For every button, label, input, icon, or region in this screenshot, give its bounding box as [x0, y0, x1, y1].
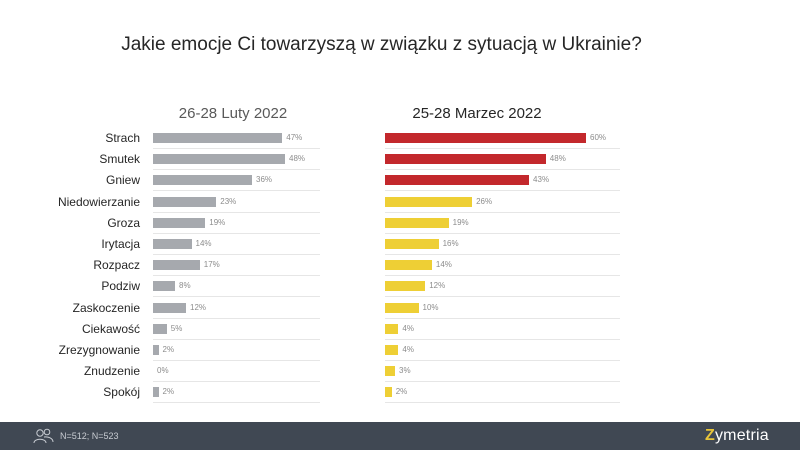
category-label: Ciekawość: [81, 321, 140, 336]
bar-series-2: [385, 239, 439, 249]
category-label: Zaskoczenie: [72, 300, 140, 315]
data-label: 48%: [549, 154, 566, 164]
data-label: 23%: [220, 196, 237, 206]
bar-series-1: [153, 217, 206, 228]
bar-series-2: [385, 196, 473, 207]
bar-series-1: [153, 323, 167, 334]
data-label: 14%: [435, 260, 452, 270]
series-1-header: 26-28 Luty 2022: [178, 105, 288, 122]
chart-title: Jakie emocje Ci towarzyszą w związku z s…: [121, 34, 642, 55]
data-label: 60%: [590, 133, 607, 142]
category-label: Spokój: [103, 385, 140, 400]
category-label: Rozpacz: [93, 258, 140, 273]
row-divider: [385, 275, 620, 277]
bar-series-1: [153, 154, 285, 165]
bar-series-2: [385, 323, 399, 334]
row-divider: [385, 254, 620, 255]
data-label: 14%: [195, 239, 212, 248]
bar-series-1: [153, 281, 175, 292]
row-divider: [153, 169, 320, 171]
people-icon: [32, 428, 56, 449]
category-label: Strach: [105, 131, 140, 145]
data-label: 12%: [190, 302, 207, 312]
data-label: 47%: [286, 133, 303, 142]
bar-series-1: [153, 387, 159, 398]
row-divider: [385, 211, 620, 213]
row-divider: [385, 360, 620, 361]
sample-size-note: N=512; N=523: [60, 431, 119, 441]
series-2-header: 25-28 Marzec 2022: [412, 105, 542, 122]
bar-series-2: [385, 302, 419, 313]
category-label: Irytacja: [101, 237, 140, 251]
data-label: 2%: [162, 345, 175, 354]
brand-logo: Zymetria: [705, 427, 769, 444]
data-label: 2%: [395, 387, 408, 397]
data-label: 12%: [429, 281, 446, 291]
data-label: 10%: [422, 302, 439, 312]
category-label: Znudzenie: [83, 364, 140, 379]
row-divider: [385, 317, 620, 319]
bar-series-1: [153, 345, 159, 355]
bar-series-1: [153, 239, 192, 249]
category-label: Smutek: [99, 152, 140, 167]
category-label: Zrezygnowanie: [58, 343, 140, 357]
bar-series-2: [385, 281, 426, 292]
category-label: Podziw: [101, 279, 140, 294]
category-label: Niedowierzanie: [57, 194, 140, 209]
row-divider: [153, 381, 320, 383]
bar-series-2: [385, 154, 546, 165]
bar-series-2: [385, 217, 449, 228]
data-label: 8%: [179, 281, 191, 291]
data-label: 16%: [442, 239, 459, 248]
category-label: Gniew: [105, 173, 140, 188]
data-label: 4%: [402, 323, 414, 333]
data-label: 19%: [452, 217, 469, 227]
bar-series-2: [385, 387, 392, 398]
data-label: 3%: [399, 366, 411, 376]
bar-series-2: [385, 260, 432, 271]
bar-series-2: [385, 175, 530, 186]
row-divider: [153, 232, 320, 234]
bar-series-1: [153, 260, 200, 271]
row-divider: [153, 275, 320, 277]
row-divider: [153, 402, 320, 404]
row-divider: [153, 360, 320, 361]
data-label: 0%: [157, 366, 169, 376]
data-label: 48%: [289, 154, 306, 164]
row-divider: [153, 296, 320, 298]
bar-series-1: [153, 302, 186, 313]
data-label: 17%: [203, 260, 220, 270]
row-divider: [385, 402, 620, 404]
row-divider: [153, 211, 320, 213]
footer-bar: N=512; N=523 Zymetria: [0, 422, 800, 450]
row-divider: [385, 381, 620, 383]
row-divider: [385, 190, 620, 192]
bar-series-2: [385, 366, 396, 377]
row-divider: [385, 296, 620, 298]
data-label: 5%: [170, 323, 183, 333]
category-label: Groza: [107, 215, 140, 230]
row-divider: [385, 169, 620, 171]
row-divider: [153, 338, 320, 340]
data-label: 26%: [476, 196, 493, 206]
bar-series-1: [153, 175, 252, 186]
data-label: 4%: [402, 345, 414, 354]
bar-series-2: [385, 345, 399, 355]
data-label: 43%: [533, 175, 550, 185]
row-divider: [385, 232, 620, 234]
row-divider: [153, 148, 320, 149]
data-label: 36%: [256, 175, 273, 185]
bar-series-1: [153, 133, 283, 143]
bar-series-2: [385, 133, 586, 143]
bar-series-1: [153, 196, 217, 207]
row-divider: [385, 148, 620, 149]
row-divider: [153, 190, 320, 192]
row-divider: [153, 317, 320, 319]
data-label: 19%: [209, 217, 226, 227]
data-label: 2%: [162, 387, 175, 397]
row-divider: [153, 254, 320, 255]
row-divider: [385, 338, 620, 340]
